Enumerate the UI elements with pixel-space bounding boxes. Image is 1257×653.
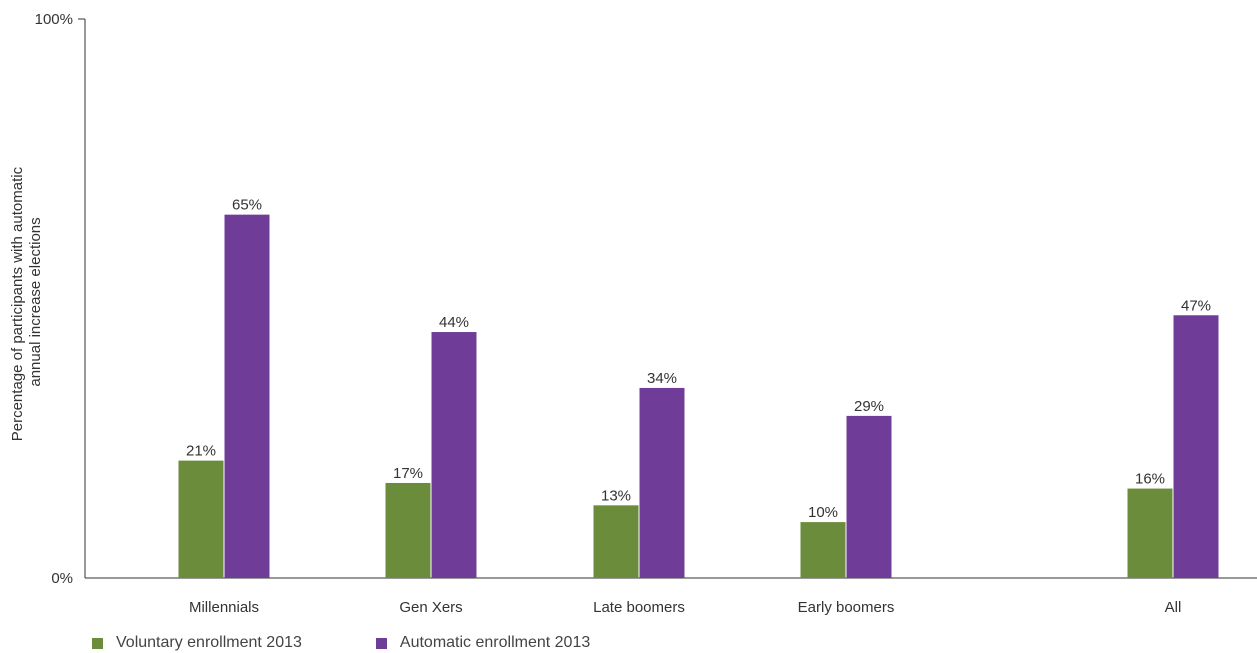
data-label: 13%: [601, 487, 631, 504]
category-labels: Millennials Gen Xers Late boomers Early boo…: [189, 599, 1181, 616]
category-label: Gen Xers: [399, 599, 462, 616]
legend-label-voluntary: Voluntary enrollment 2013: [116, 634, 302, 651]
y-tick-label: 100%: [35, 11, 73, 28]
legend-swatch-voluntary: [92, 637, 103, 649]
y-axis-title-line-1: Percentage of participants with automati…: [9, 166, 26, 441]
bar-voluntary: [800, 522, 846, 578]
data-label: 21%: [186, 443, 216, 460]
bar-automatic: [639, 387, 685, 578]
data-label: 47%: [1181, 297, 1211, 314]
legend-item-voluntary: Voluntary enrollment 2013: [92, 634, 302, 652]
y-axis-title: Percentage of participants with automati…: [9, 163, 44, 442]
bars: [178, 214, 1219, 578]
category-label: Early boomers: [798, 599, 895, 616]
bar-automatic: [224, 214, 270, 578]
data-label: 44%: [439, 314, 469, 331]
category-label: Late boomers: [593, 599, 685, 616]
category-label: All: [1165, 599, 1182, 616]
legend-label-automatic: Automatic enrollment 2013: [399, 634, 591, 651]
category-label: Millennials: [189, 599, 259, 616]
y-tick-label: 0%: [51, 570, 73, 587]
y-axis-title-line-2: annual increase elections: [27, 217, 44, 386]
bar-automatic: [1173, 315, 1219, 578]
data-labels: 21% 65% 17% 44% 13% 34% 10% 29% 16% 47%: [186, 197, 1211, 521]
bar-automatic: [431, 332, 477, 578]
data-label: 65%: [232, 197, 262, 214]
data-label: 34%: [647, 370, 677, 387]
y-ticks: 0% 100%: [35, 11, 85, 587]
bar-automatic: [846, 415, 892, 578]
bar-voluntary: [385, 482, 431, 578]
legend-swatch-automatic: [375, 637, 387, 649]
legend-item-automatic: Automatic enrollment 2013: [375, 634, 591, 652]
legend: Voluntary enrollment 2013 Automatic enro…: [92, 633, 664, 653]
data-label: 10%: [808, 504, 838, 521]
bar-voluntary: [178, 460, 224, 578]
bar-voluntary: [1127, 488, 1173, 578]
data-label: 16%: [1135, 471, 1165, 488]
data-label: 17%: [393, 465, 423, 482]
bar-voluntary: [593, 505, 639, 578]
data-label: 29%: [854, 398, 884, 415]
